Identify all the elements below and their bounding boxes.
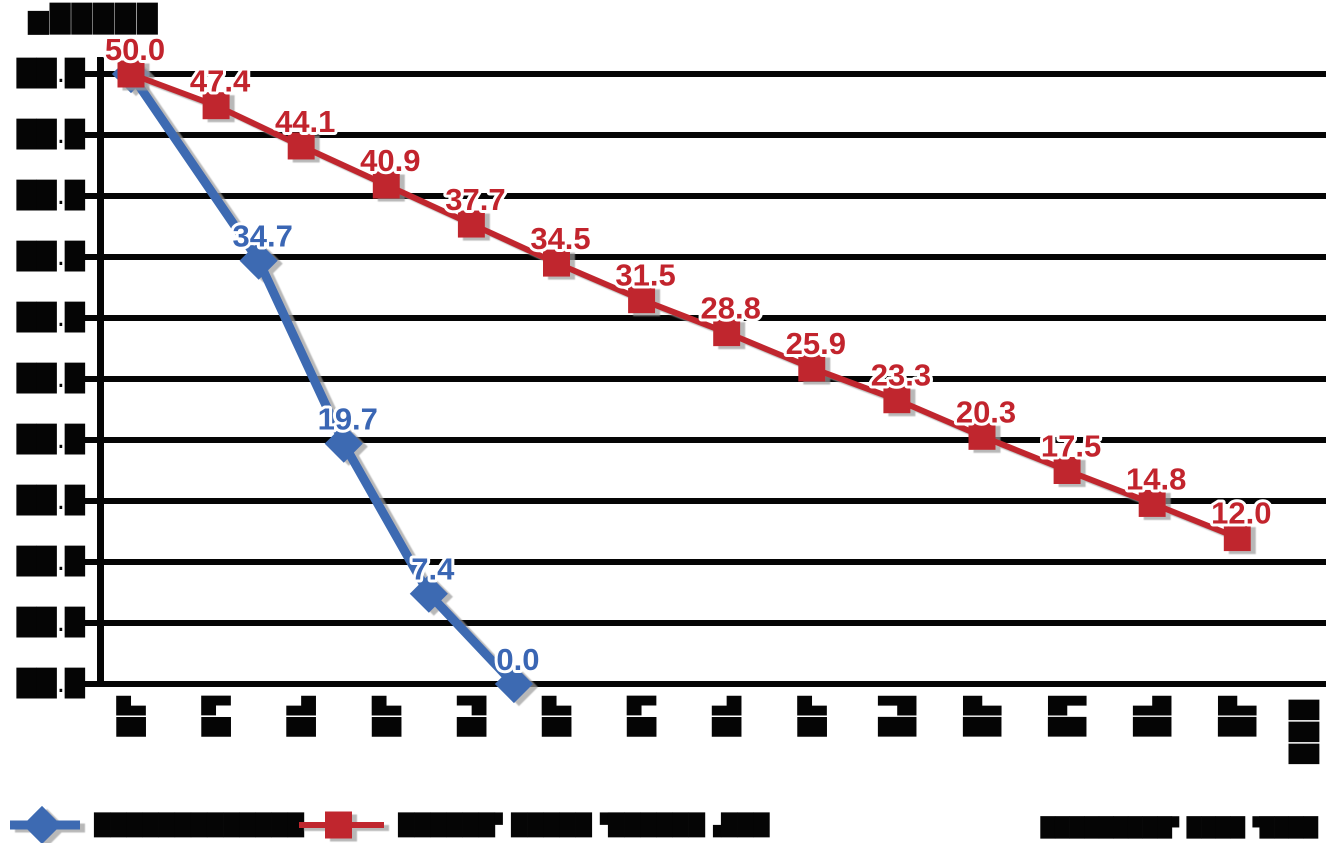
blue-series-marker — [409, 574, 448, 613]
red-legend-marker — [299, 811, 384, 839]
red-series-marker — [883, 386, 911, 414]
red-series-data-label: 40.9 — [360, 143, 420, 178]
red-series-data-label: 25.9 — [786, 326, 846, 361]
x-tick-label-blob: ▙█ — [201, 696, 231, 739]
x-tick-label-blob: ▟█ — [963, 696, 1001, 739]
red-series-marker — [713, 319, 741, 347]
red-series-data-label: 47.4 — [190, 64, 251, 99]
x-tick-label-blob: ▟█ — [797, 696, 827, 739]
red-series-data-label: 37.7 — [445, 182, 505, 217]
gridline — [85, 559, 1326, 565]
gridline — [85, 620, 1326, 626]
gridline — [85, 71, 1326, 77]
blue-series-data-label: 7.4 — [411, 552, 455, 587]
gridline — [85, 376, 1326, 382]
red-series-marker — [287, 132, 315, 160]
y-tick-label-blob: ██.█ — [16, 608, 85, 638]
red-series-data-label: 20.3 — [956, 394, 1016, 429]
x-tick-label-blob: ▟█ — [371, 696, 401, 739]
red-series-data-label: 31.5 — [615, 258, 675, 293]
blue-series-legend-marker — [22, 806, 62, 843]
blue-series-marker — [494, 664, 534, 704]
gridline — [85, 681, 1326, 687]
blue-series-data-label: 19.7 — [318, 402, 378, 437]
x-tick-label-blob: ▙█ — [1048, 696, 1086, 739]
y-axis-line — [97, 57, 104, 687]
blue-series-marker — [239, 241, 278, 280]
gridline — [85, 132, 1326, 138]
x-tick-label-blob: ▟█ — [116, 696, 146, 739]
red-series-marker — [798, 354, 826, 382]
red-series-data-label: 17.5 — [1041, 429, 1101, 464]
x-axis-unit-blob: ███ — [1288, 700, 1318, 766]
legend-item-red: ██████▘█████▝██████▗███ — [295, 806, 769, 843]
y-tick-label-blob: ██.█ — [16, 181, 85, 211]
red-series-marker — [1223, 524, 1251, 552]
red-series-marker — [1138, 489, 1166, 517]
gridlines — [85, 71, 1326, 687]
y-tick-label-blob: ██.█ — [16, 120, 85, 150]
red-series-data-label: 44.1 — [275, 104, 335, 139]
data-labels: 34.7 19.7 7.4 0.0 50.0 47.4 44.1 40.9 37.7 34.5 31… — [102, 29, 1275, 680]
red-series-marker — [543, 249, 570, 277]
blue-legend-marker — [10, 806, 80, 843]
x-tick-label-blob: ▛█ — [456, 696, 486, 739]
x-tick-label-blob: ▙█ — [627, 696, 657, 739]
blue-series-data-label: 34.7 — [232, 219, 292, 254]
y-tick-label-blob: ██.█ — [16, 242, 85, 272]
red-series-marker — [372, 171, 400, 199]
x-tick-label-blob: ▜█ — [286, 696, 316, 739]
gridline — [85, 437, 1326, 443]
y-axis — [97, 57, 104, 687]
y-tick-label-blob: ██.█ — [16, 486, 85, 516]
red-series-data-label: 50.0 — [105, 32, 165, 67]
red-series-legend-marker — [325, 811, 352, 839]
legend-item-blue: █████████████ — [6, 806, 304, 843]
y-tick-label-blob: ██.█ — [16, 303, 85, 333]
y-tick-label-blob: ██.█ — [16, 669, 85, 699]
x-tick-label-blob: ▟█ — [542, 696, 571, 739]
footnote-blob: █████████▘████▝████ — [1040, 817, 1318, 839]
red-legend-label-blob: ██████▘█████▝██████▗███ — [398, 812, 770, 837]
y-tick-label-blob: ██.█ — [16, 547, 85, 577]
y-tick-label-blob: ██.█ — [16, 425, 85, 455]
x-tick-label-blob: ▛█ — [878, 696, 916, 739]
gridline — [85, 254, 1326, 260]
red-series-data-label: 34.5 — [530, 221, 590, 256]
red-series-marker — [457, 210, 485, 238]
gridline — [85, 498, 1326, 504]
red-series-marker — [202, 92, 230, 120]
x-tick-label-blob: ▜█ — [712, 696, 742, 739]
x-tick-label-blob: ▟█ — [1218, 696, 1257, 739]
series-layer — [111, 54, 1251, 704]
red-series-marker — [628, 286, 656, 314]
blue-legend-label-blob: █████████████ — [94, 812, 304, 837]
red-series-marker — [1053, 457, 1081, 484]
gridline — [85, 193, 1326, 199]
red-series-marker — [968, 422, 996, 450]
red-series-data-label: 12.0 — [1211, 496, 1271, 531]
red-series — [117, 60, 1251, 552]
y-tick-label-blob: ██.█ — [16, 364, 85, 394]
red-series-data-label: 28.8 — [701, 291, 761, 326]
red-series-data-label: 14.8 — [1126, 461, 1186, 496]
red-series-marker — [117, 60, 145, 88]
y-tick-label-blob: ██.█ — [16, 59, 85, 89]
legend: █████████████ ██████▘█████▝██████▗███ ██… — [6, 806, 1322, 843]
red-series-data-label: 23.3 — [871, 358, 931, 393]
blue-series-marker — [324, 424, 363, 463]
red-series-line — [129, 71, 1239, 541]
x-tick-label-blob: ▜█ — [1133, 696, 1172, 739]
blue-series-data-label: 0.0 — [496, 642, 539, 677]
y-axis-title-blob: ▆█████ — [28, 4, 159, 35]
gridline — [85, 315, 1326, 321]
